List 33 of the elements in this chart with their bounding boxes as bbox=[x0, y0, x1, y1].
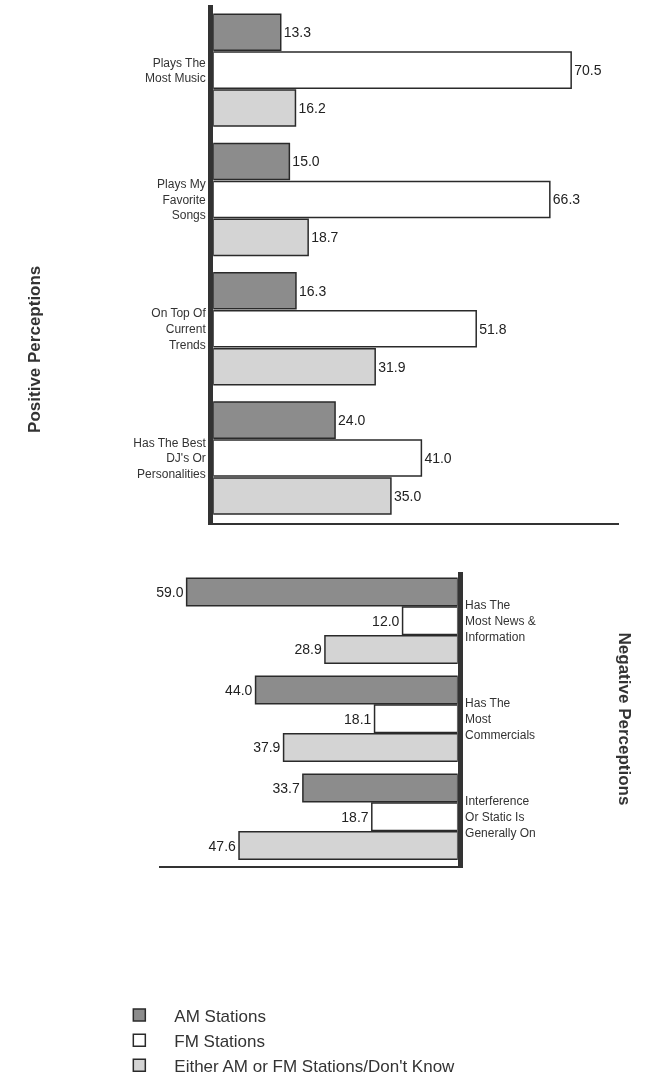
y-tick-label: Interference Or Static Is Generally On bbox=[465, 794, 536, 840]
y-tick-label: Has The Most Commercials bbox=[465, 696, 536, 742]
data-label: 41.0 bbox=[424, 450, 452, 467]
legend-label: Either AM or FM Stations/Don't Know bbox=[174, 1056, 456, 1076]
y-tick-label: Plays My Favorite Songs bbox=[157, 177, 207, 223]
y-tick-label: Has The Most News & Information bbox=[465, 598, 536, 644]
data-label: 66.3 bbox=[552, 191, 581, 208]
data-label: 18.7 bbox=[311, 229, 339, 246]
data-label: 18.7 bbox=[341, 808, 369, 825]
data-label: 16.2 bbox=[298, 100, 326, 117]
data-label: 47.6 bbox=[208, 837, 237, 854]
y-tick-label: Plays The Most Music bbox=[145, 55, 207, 86]
data-label: 16.3 bbox=[298, 282, 327, 299]
data-label: 15.0 bbox=[292, 153, 320, 170]
data-label: 28.9 bbox=[294, 641, 322, 658]
y-tick-label: Has The Best DJ's Or Personalities bbox=[133, 435, 207, 481]
data-label: 18.1 bbox=[344, 710, 372, 727]
data-label: 31.9 bbox=[378, 358, 406, 375]
data-label: 37.9 bbox=[253, 739, 281, 756]
data-label: 44.0 bbox=[225, 681, 253, 698]
data-label: 70.5 bbox=[574, 62, 602, 79]
y-tick-label: On Top Of Current Trends bbox=[151, 306, 207, 352]
data-label: 13.3 bbox=[283, 24, 312, 41]
data-label: 24.0 bbox=[338, 412, 366, 429]
data-label: 35.0 bbox=[393, 487, 422, 504]
y-axis-title: Positive Perceptions bbox=[24, 265, 44, 433]
data-label: 59.0 bbox=[156, 583, 184, 600]
legend-label: AM Stations bbox=[174, 1006, 266, 1026]
y-axis-title: Negative Perceptions bbox=[614, 632, 634, 806]
data-label: 33.7 bbox=[272, 780, 300, 796]
data-label: 51.8 bbox=[479, 320, 507, 337]
data-label: 12.0 bbox=[372, 612, 400, 629]
legend-label: FM Stations bbox=[174, 1031, 266, 1051]
